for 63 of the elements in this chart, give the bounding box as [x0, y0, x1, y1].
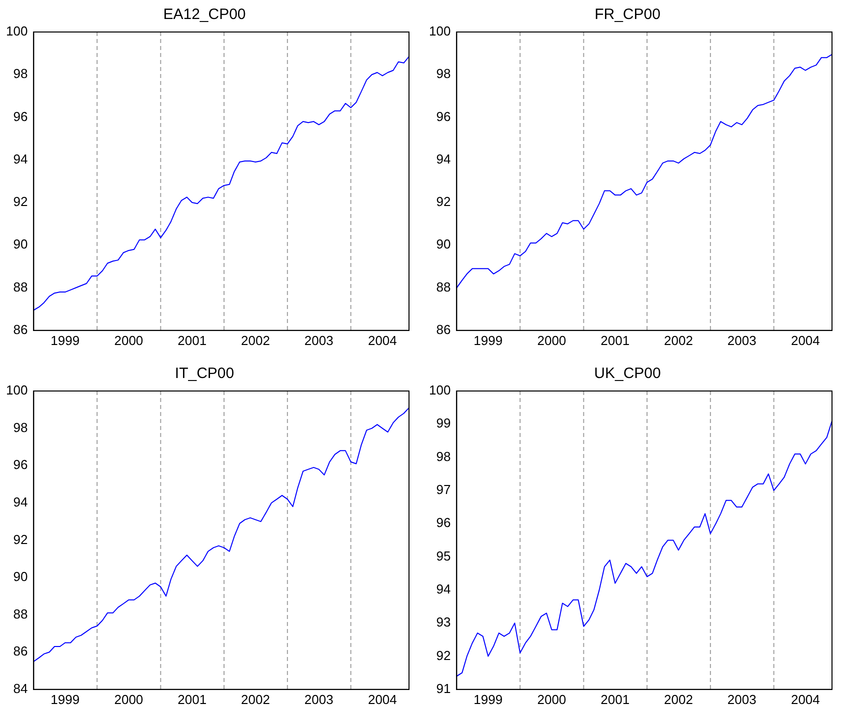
y-tick-label: 86: [13, 644, 28, 659]
y-tick-label: 99: [436, 416, 451, 431]
y-tick-label: 88: [13, 279, 28, 294]
y-tick-label: 93: [436, 614, 451, 630]
y-tick-label: 88: [436, 279, 451, 294]
x-tick-label: 2004: [790, 692, 820, 707]
y-tick-label: 86: [436, 322, 451, 337]
y-tick-label: 90: [13, 236, 28, 252]
y-tick-label: 90: [13, 569, 28, 584]
y-tick-label: 98: [436, 448, 451, 464]
x-tick-label: 1999: [50, 692, 80, 707]
x-tick-label: 2003: [727, 332, 756, 348]
x-tick-label: 2002: [241, 332, 270, 348]
y-tick-label: 94: [436, 151, 451, 166]
y-tick-label: 96: [13, 108, 28, 124]
y-tick-label: 90: [436, 236, 451, 252]
y-tick-label: 100: [6, 24, 28, 39]
y-tick-label: 94: [13, 494, 28, 510]
y-tick-label: 92: [436, 194, 451, 210]
y-tick-label: 94: [436, 582, 451, 597]
y-tick-label: 100: [6, 382, 28, 398]
x-tick-label: 2001: [178, 332, 207, 348]
x-tick-label: 2002: [241, 692, 270, 707]
y-tick-label: 96: [436, 108, 451, 124]
y-tick-label: 92: [436, 648, 451, 663]
x-tick-label: 1999: [474, 692, 503, 707]
x-tick-label: 2000: [114, 332, 144, 348]
y-tick-label: 96: [13, 457, 28, 472]
y-tick-label: 88: [13, 606, 28, 622]
y-tick-label: 92: [13, 194, 28, 210]
x-tick-label: 2004: [790, 332, 820, 348]
x-tick-label: 2001: [178, 692, 207, 707]
chart-title: EA12_CP00: [163, 6, 246, 24]
x-tick-label: 2002: [664, 332, 693, 348]
x-tick-label: 2000: [537, 332, 566, 348]
y-tick-label: 100: [428, 24, 451, 39]
y-tick-label: 98: [13, 66, 28, 82]
chart-title: UK_CP00: [594, 365, 661, 382]
x-tick-label: 2003: [727, 692, 756, 707]
x-tick-label: 2003: [304, 692, 334, 707]
x-tick-label: 2001: [600, 692, 630, 707]
y-tick-label: 98: [436, 66, 451, 82]
y-tick-label: 92: [13, 532, 28, 547]
y-tick-label: 96: [436, 515, 451, 530]
y-tick-label: 91: [436, 680, 451, 696]
x-tick-label: 2004: [368, 332, 397, 348]
x-tick-label: 2002: [664, 692, 693, 707]
chart-title: FR_CP00: [594, 6, 660, 24]
y-tick-label: 98: [13, 420, 28, 435]
y-tick-label: 86: [13, 322, 28, 337]
x-tick-label: 1999: [50, 332, 80, 348]
y-tick-label: 100: [428, 382, 451, 398]
y-tick-label: 84: [13, 680, 28, 696]
y-tick-label: 95: [436, 548, 451, 564]
x-tick-label: 2000: [114, 692, 144, 707]
x-tick-label: 2001: [600, 332, 630, 348]
y-tick-label: 97: [436, 482, 451, 498]
x-tick-label: 1999: [474, 332, 503, 348]
x-tick-label: 2003: [304, 332, 334, 348]
x-tick-label: 2000: [537, 692, 566, 707]
chart-title: IT_CP00: [174, 365, 234, 382]
y-tick-label: 94: [13, 151, 28, 166]
x-tick-label: 2004: [368, 692, 397, 707]
